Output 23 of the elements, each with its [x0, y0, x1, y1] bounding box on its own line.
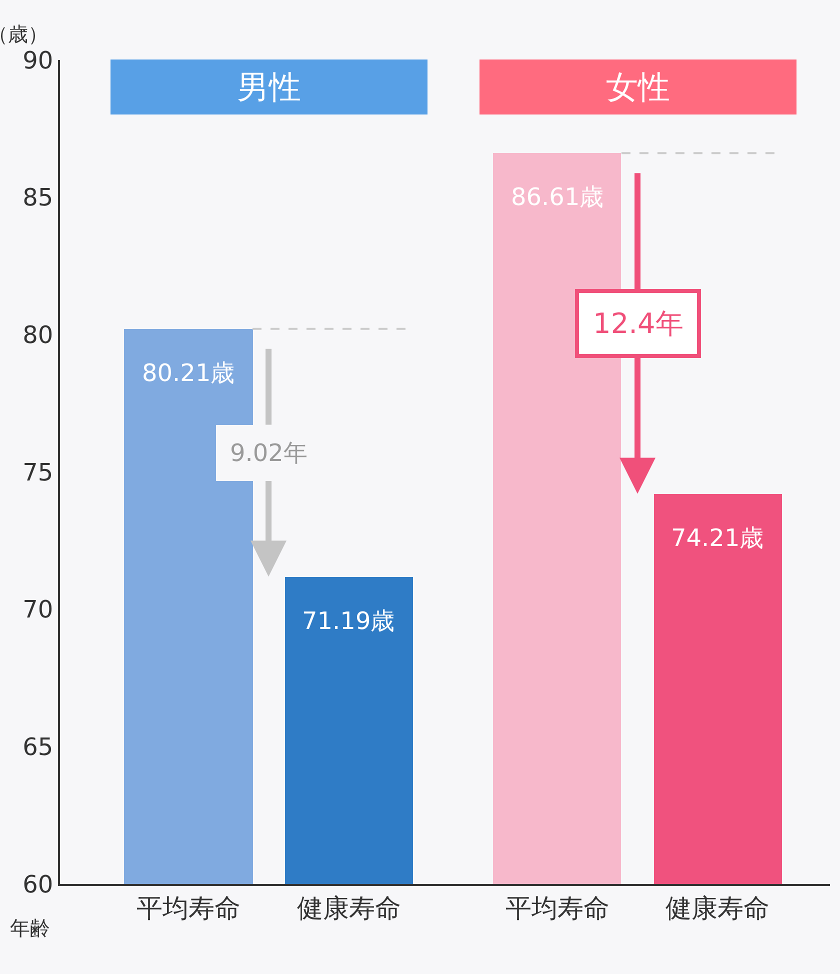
y-tick-label: 60 — [22, 870, 54, 898]
x-tick-label: 平均寿命 — [136, 894, 240, 924]
y-tick-label: 90 — [22, 46, 54, 74]
y-tick-label: 80 — [22, 321, 54, 350]
data-label: 86.61歳 — [511, 183, 604, 211]
data-label: 80.21歳 — [142, 359, 235, 387]
data-label: 71.19歳 — [302, 607, 395, 635]
y-tick-label: 85 — [22, 184, 54, 212]
picture-pill: 女性 — [480, 60, 796, 114]
x-tick-label: 健康寿命 — [296, 894, 401, 924]
y-tick-label: 75 — [22, 458, 54, 486]
y-tick-label: 70 — [22, 596, 54, 624]
x-tick-label: 平均寿命 — [505, 894, 610, 924]
data-label: 74.21歳 — [671, 524, 764, 552]
annotation: 12.4年 — [593, 307, 684, 340]
annotation: 女性 — [606, 68, 670, 106]
annotation: 男性 — [237, 68, 301, 106]
y-axis-title: （歳） — [0, 22, 48, 46]
y-tick-label: 65 — [22, 733, 54, 762]
picture-pill: 男性 — [110, 60, 428, 114]
x-tick-label: 健康寿命 — [666, 894, 770, 924]
annotation: 9.02年 — [230, 439, 308, 467]
x-axis-title: 年齢 — [10, 916, 50, 940]
